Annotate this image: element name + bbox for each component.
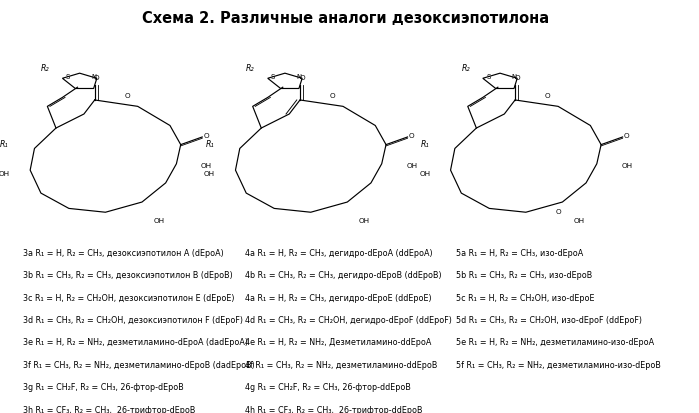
Text: 4a R₁ = H, R₂ = CH₃, дегидро-dEpoA (ddEpoA): 4a R₁ = H, R₂ = CH₃, дегидро-dEpoA (ddEp… (245, 249, 432, 258)
Text: S: S (271, 74, 275, 80)
Text: R₁: R₁ (420, 140, 429, 149)
Text: 4e R₁ = H, R₂ = NH₂, Дезметиламино-ddEpoA: 4e R₁ = H, R₂ = NH₂, Дезметиламино-ddEpo… (245, 339, 431, 347)
Text: S: S (66, 74, 70, 80)
Text: OH: OH (154, 218, 165, 224)
Text: 4b R₁ = CH₃, R₂ = CH₃, дегидро-dEpoB (ddEpoB): 4b R₁ = CH₃, R₂ = CH₃, дегидро-dEpoB (dd… (245, 271, 441, 280)
Text: OH: OH (359, 218, 370, 224)
Text: 3d R₁ = CH₃, R₂ = CH₂OH, дезоксиэпотилон F (dEpoF): 3d R₁ = CH₃, R₂ = CH₂OH, дезоксиэпотилон… (23, 316, 243, 325)
Text: 4f R₁ = CH₃, R₂ = NH₂, дезметиламино-ddEpoB: 4f R₁ = CH₃, R₂ = NH₂, дезметиламино-ddE… (245, 361, 437, 370)
Text: N: N (91, 74, 96, 80)
Text: OH: OH (574, 218, 585, 224)
Text: O: O (624, 133, 630, 139)
Text: O: O (203, 133, 209, 139)
Text: 4h R₁ = CF₃, R₂ = CH₃,  26-трифтор-ddEpoB: 4h R₁ = CF₃, R₂ = CH₃, 26-трифтор-ddEpoB (245, 406, 422, 413)
Text: R₂: R₂ (461, 64, 470, 73)
Text: OH: OH (419, 171, 431, 177)
Text: OH: OH (406, 163, 417, 169)
Text: 5b R₁ = CH₃, R₂ = CH₃, изо-dEpoB: 5b R₁ = CH₃, R₂ = CH₃, изо-dEpoB (456, 271, 593, 280)
Text: 5f R₁ = CH₃, R₂ = NH₂, дезметиламино-изо-dEpoB: 5f R₁ = CH₃, R₂ = NH₂, дезметиламино-изо… (456, 361, 661, 370)
Text: S: S (486, 74, 490, 80)
Text: R₁: R₁ (206, 140, 214, 149)
Text: OH: OH (201, 163, 212, 169)
Text: N: N (512, 74, 517, 80)
Text: O: O (299, 75, 305, 81)
Text: 5a R₁ = H, R₂ = CH₃, изо-dEpoA: 5a R₁ = H, R₂ = CH₃, изо-dEpoA (456, 249, 584, 258)
Text: R₁: R₁ (0, 140, 8, 149)
Text: N: N (296, 74, 301, 80)
Text: O: O (409, 133, 415, 139)
Text: 3a R₁ = H, R₂ = CH₃, дезоксиэпотилон A (dEpoA): 3a R₁ = H, R₂ = CH₃, дезоксиэпотилон A (… (23, 249, 224, 258)
Text: OH: OH (0, 171, 10, 177)
Text: 4g R₁ = CH₂F, R₂ = CH₃, 26-фтор-ddEpoB: 4g R₁ = CH₂F, R₂ = CH₃, 26-фтор-ddEpoB (245, 383, 410, 392)
Text: 3g R₁ = CH₂F, R₂ = CH₃, 26-фтор-dEpoB: 3g R₁ = CH₂F, R₂ = CH₃, 26-фтор-dEpoB (23, 383, 184, 392)
Text: O: O (124, 93, 130, 99)
Text: 4d R₁ = CH₃, R₂ = CH₂OH, дегидро-dEpoF (ddEpoF): 4d R₁ = CH₃, R₂ = CH₂OH, дегидро-dEpoF (… (245, 316, 452, 325)
Text: R₂: R₂ (246, 64, 255, 73)
Text: 3b R₁ = CH₃, R₂ = CH₃, дезоксиэпотилон B (dEpoB): 3b R₁ = CH₃, R₂ = CH₃, дезоксиэпотилон B… (23, 271, 233, 280)
Text: 3e R₁ = H, R₂ = NH₂, дезметиламино-dEpoA (dadEpoA): 3e R₁ = H, R₂ = NH₂, дезметиламино-dEpoA… (23, 339, 248, 347)
Text: R₂: R₂ (41, 64, 50, 73)
Text: O: O (514, 75, 520, 81)
Text: O: O (94, 75, 100, 81)
Text: 5c R₁ = H, R₂ = CH₂OH, изо-dEpoE: 5c R₁ = H, R₂ = CH₂OH, изо-dEpoE (456, 294, 595, 303)
Text: OH: OH (621, 163, 633, 169)
Text: 3f R₁ = CH₃, R₂ = NH₂, дезметиламино-dEpoB (dadEpoB): 3f R₁ = CH₃, R₂ = NH₂, дезметиламино-dEp… (23, 361, 254, 370)
Text: OH: OH (204, 171, 215, 177)
Text: O: O (555, 209, 561, 215)
Text: Схема 2. Различные аналоги дезоксиэпотилона: Схема 2. Различные аналоги дезоксиэпотил… (142, 11, 549, 26)
Text: O: O (329, 93, 335, 99)
Text: 3c R₁ = H, R₂ = CH₂OH, дезоксиэпотилон E (dEpoE): 3c R₁ = H, R₂ = CH₂OH, дезоксиэпотилон E… (23, 294, 234, 303)
Text: O: O (545, 93, 550, 99)
Text: 5e R₁ = H, R₂ = NH₂, дезметиламино-изо-dEpoA: 5e R₁ = H, R₂ = NH₂, дезметиламино-изо-d… (456, 339, 654, 347)
Text: 4a R₁ = H, R₂ = CH₃, дегидро-dEpoE (ddEpoE): 4a R₁ = H, R₂ = CH₃, дегидро-dEpoE (ddEp… (245, 294, 431, 303)
Text: 5d R₁ = CH₃, R₂ = CH₂OH, изо-dEpoF (ddEpoF): 5d R₁ = CH₃, R₂ = CH₂OH, изо-dEpoF (ddEp… (456, 316, 642, 325)
Text: 3h R₁ = CF₃, R₂ = CH₃,  26-трифтор-dEpoB: 3h R₁ = CF₃, R₂ = CH₃, 26-трифтор-dEpoB (23, 406, 195, 413)
